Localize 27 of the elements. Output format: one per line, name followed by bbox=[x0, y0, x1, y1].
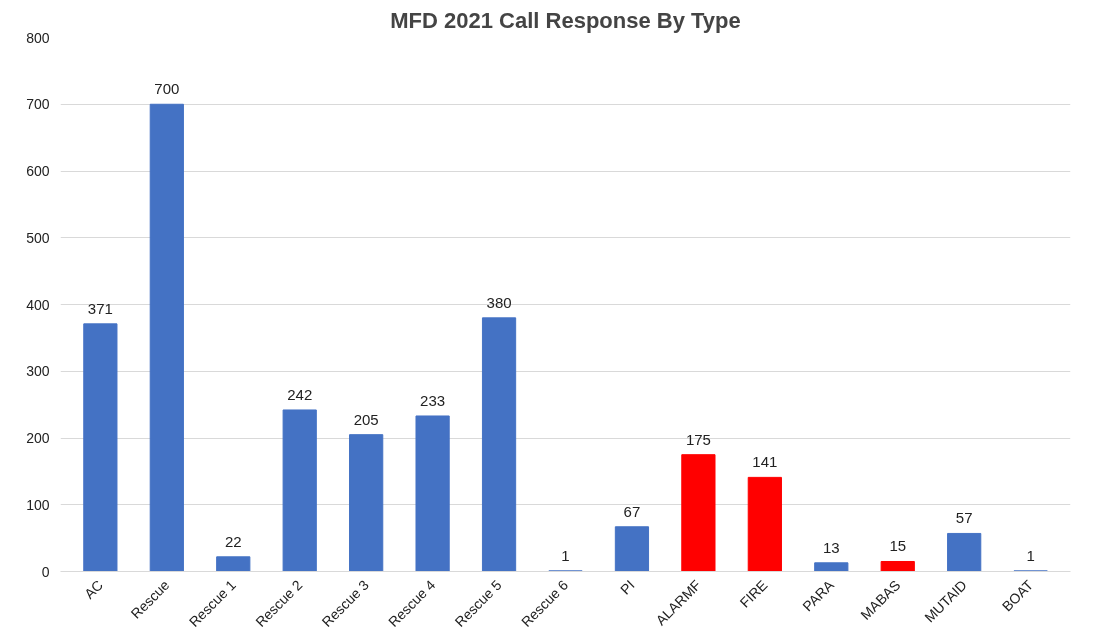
data-label: 205 bbox=[353, 410, 379, 428]
y-tick-label: 700 bbox=[26, 96, 50, 113]
data-label: 175 bbox=[685, 430, 711, 448]
y-tick-label: 200 bbox=[26, 430, 50, 446]
data-label: 67 bbox=[623, 502, 641, 520]
data-label: 22 bbox=[224, 532, 242, 550]
data-label: 380 bbox=[486, 293, 512, 311]
data-label: 1 bbox=[561, 546, 570, 564]
y-tick-label: 0 bbox=[41, 563, 50, 580]
data-label: 371 bbox=[87, 299, 113, 317]
data-label: 1 bbox=[1026, 546, 1035, 564]
data-label: 700 bbox=[154, 80, 180, 98]
chart-title: MFD 2021 Call Response By Type bbox=[390, 7, 741, 33]
y-tick-label: 100 bbox=[26, 496, 50, 513]
data-label: 233 bbox=[420, 391, 446, 409]
y-tick-label: 300 bbox=[26, 363, 50, 380]
data-label: 15 bbox=[889, 537, 907, 555]
data-label: 13 bbox=[822, 538, 840, 556]
y-tick-label: 600 bbox=[26, 163, 50, 179]
data-label: 141 bbox=[752, 453, 778, 471]
data-label: 242 bbox=[287, 385, 313, 403]
y-tick-label: 500 bbox=[26, 229, 50, 246]
data-label: 57 bbox=[955, 509, 973, 527]
x-tick-label: PI bbox=[616, 576, 638, 598]
y-tick-label: 800 bbox=[26, 29, 50, 46]
x-tick-label: AC bbox=[80, 576, 107, 602]
y-tick-label: 400 bbox=[26, 296, 50, 313]
